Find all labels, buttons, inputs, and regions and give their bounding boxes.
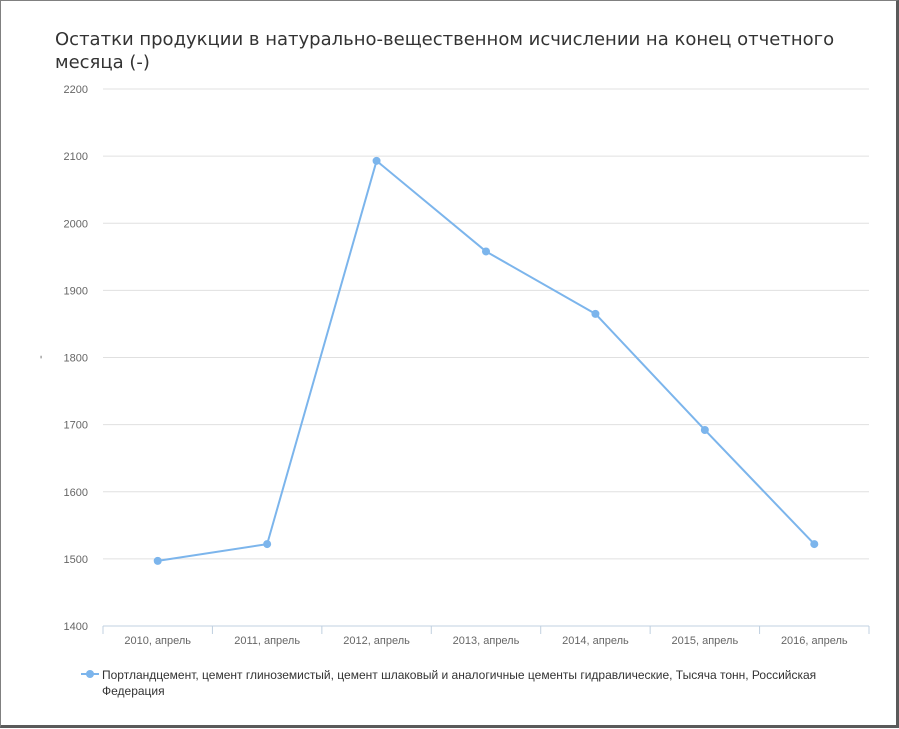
y-tick-label: 1400 [64,621,88,633]
x-tick-label: 2015, апрель [672,635,739,647]
y-tick-label: 1800 [64,353,88,365]
x-tick-label: 2014, апрель [562,635,629,647]
x-tick-label: 2011, апрель [234,635,300,647]
data-point [263,540,272,549]
series-line [157,159,816,562]
x-tick-label: 2010, апрель [124,635,191,647]
legend-marker-icon [81,670,99,678]
legend-item-label: Портландцемент, цемент глиноземистый, це… [102,668,817,698]
y-tick-label: 2200 [64,84,88,96]
x-axis [102,625,870,634]
y-tick-label: 1700 [64,420,88,432]
y-tick-label: 1900 [64,285,88,297]
grid-lines [103,88,869,560]
data-point [810,540,819,549]
data-point [591,309,600,318]
chart-title: Остатки продукции в натурально-веществен… [55,29,835,73]
y-tick-label: 1600 [64,487,88,499]
y-axis-label: - [34,355,47,359]
data-point [372,156,381,165]
y-tick-label: 2100 [64,151,88,163]
data-point [700,425,709,434]
y-tick-label: 2000 [64,218,88,230]
x-tick-label: 2013, апрель [453,635,520,647]
y-axis-tick-labels: 2200 2100 2000 1900 1800 1700 1600 1500 1400 [64,84,88,633]
x-tick-label: 2016, апрель [781,635,848,647]
data-point [482,247,490,256]
series-group [153,156,819,565]
x-tick-label: 2012, апрель [343,635,410,647]
y-tick-label: 1500 [64,554,88,566]
data-point [153,556,162,565]
x-axis-tick-labels: 2010, апрель 2011, апрель 2012, апрель 2013… [124,635,848,647]
